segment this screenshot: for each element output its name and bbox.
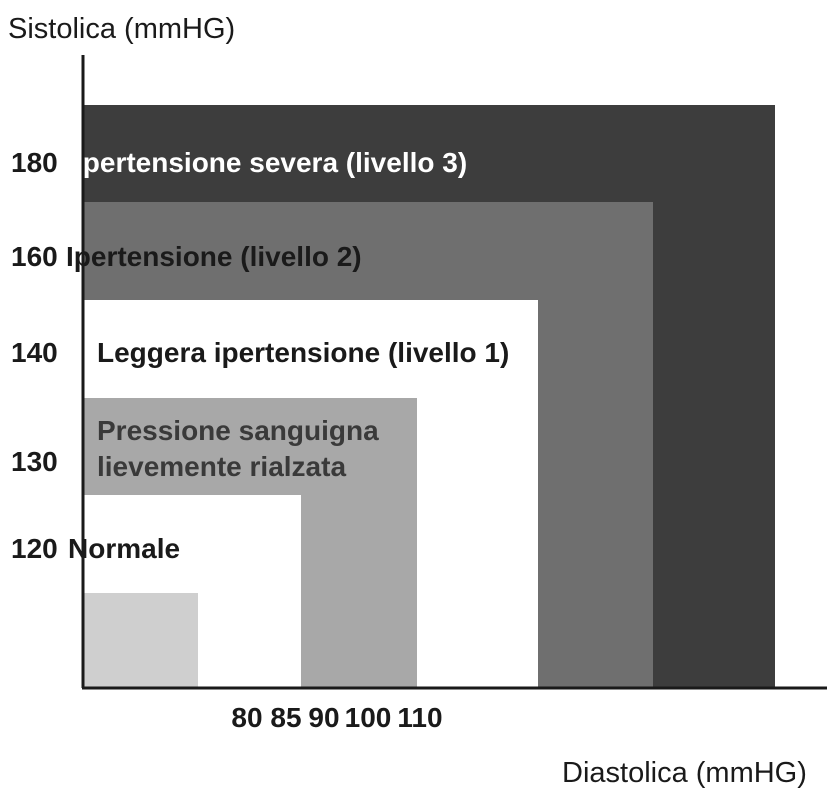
zone-label-pressione_rialzata: Pressione sanguigna lievemente rialzata — [97, 415, 379, 482]
zone-labels-layer: Ipertensione severa (livello 3) Ipertensi… — [66, 147, 509, 564]
x-tick-label: 80 — [231, 702, 262, 733]
y-tick-label: 120 — [11, 533, 58, 564]
x-tick-label: 90 — [308, 702, 339, 733]
zone-label-line: Pressione sanguigna — [97, 415, 379, 446]
x-ticks-layer: 80 85 90 100 110 — [231, 702, 442, 733]
zone-ottimale — [83, 593, 198, 688]
zone-label-line: lievemente rialzata — [97, 451, 346, 482]
y-tick-label: 130 — [11, 446, 58, 477]
x-tick-label: 85 — [270, 702, 301, 733]
zone-label-ipertensione_severa: Ipertensione severa (livello 3) — [75, 147, 467, 178]
y-axis-title: Sistolica (mmHG) — [8, 13, 235, 45]
zones-layer — [83, 105, 775, 688]
x-tick-label: 110 — [397, 702, 442, 733]
y-ticks-layer: 120 130 140 160 180 — [11, 147, 58, 564]
zone-label-line: Ipertensione (livello 2) — [66, 241, 362, 272]
zone-label-line: Leggera ipertensione (livello 1) — [97, 337, 509, 368]
y-tick-label: 180 — [11, 147, 58, 178]
y-tick-label: 160 — [11, 241, 58, 272]
y-tick-label: 140 — [11, 337, 58, 368]
zone-label-ipertensione_2: Ipertensione (livello 2) — [66, 241, 362, 272]
zone-label-normale: Normale — [68, 533, 180, 564]
x-axis-title: Diastolica (mmHG) — [562, 757, 807, 789]
zone-label-line: Ipertensione severa (livello 3) — [75, 147, 467, 178]
zone-label-leggera_ipertensione: Leggera ipertensione (livello 1) — [97, 337, 509, 368]
x-tick-label: 100 — [345, 702, 392, 733]
zone-label-line: Normale — [68, 533, 180, 564]
